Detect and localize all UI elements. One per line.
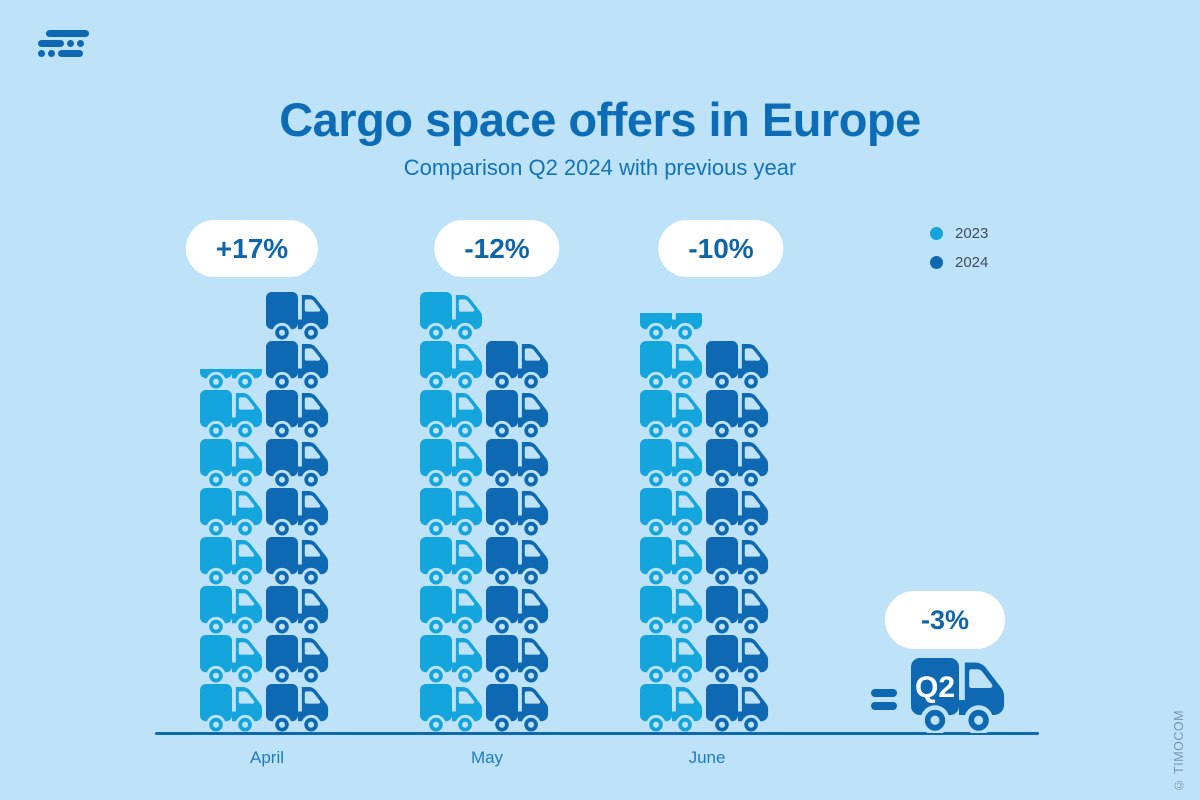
truck-icon [200, 390, 264, 441]
stack-2023-june [640, 313, 704, 735]
truck-icon [706, 684, 770, 735]
legend-item-2023: 2023 [930, 225, 988, 242]
truck-icon [266, 537, 330, 588]
truck-icon [706, 341, 770, 392]
logo-bar [58, 50, 83, 57]
stack-2024-may [486, 341, 550, 735]
truck-icon [266, 390, 330, 441]
truck-icon [266, 292, 330, 343]
truck-icon [420, 292, 484, 343]
truck-icon [640, 537, 704, 588]
stack-2024-june [706, 341, 770, 735]
truck-icon [266, 341, 330, 392]
stack-2023-may [420, 292, 484, 735]
truck-icon [420, 537, 484, 588]
logo-dot [48, 50, 55, 57]
change-badge-april: +17% [185, 220, 319, 277]
timocom-logo-icon [38, 30, 90, 58]
legend-label: 2024 [955, 254, 989, 271]
truck-icon [200, 684, 264, 735]
truck-icon [486, 488, 550, 539]
equals-bar [871, 702, 897, 710]
q2-total-badge: -3% [885, 591, 1005, 649]
truck-icon [706, 439, 770, 490]
truck-icon [420, 586, 484, 637]
truck-icon [486, 635, 550, 686]
truck-icon [706, 635, 770, 686]
truck-icon [640, 586, 704, 637]
truck-icon [706, 488, 770, 539]
truck-icon [486, 390, 550, 441]
logo-bar [38, 40, 64, 47]
truck-icon [266, 684, 330, 735]
change-badge-may: -12% [434, 220, 560, 277]
legend: 2023 2024 [930, 225, 988, 271]
copyright-note: © TIMOCOM [1172, 709, 1186, 792]
truck-icon [420, 390, 484, 441]
truck-icon [200, 439, 264, 490]
logo-dot [77, 40, 84, 47]
logo-dot [38, 50, 45, 57]
truck-icon [486, 439, 550, 490]
truck-icon [640, 439, 704, 490]
stack-2023-april [200, 369, 264, 735]
truck-icon [420, 488, 484, 539]
stack-2024-april [266, 292, 330, 735]
truck-icon [420, 439, 484, 490]
truck-icon [706, 586, 770, 637]
q2-truck-icon: Q2 [911, 658, 1007, 736]
baseline-axis [155, 732, 1039, 735]
equals-icon [871, 689, 897, 710]
equals-bar [871, 689, 897, 697]
truck-icon [640, 488, 704, 539]
truck-icon [266, 439, 330, 490]
legend-label: 2023 [955, 225, 989, 242]
change-badge-june: -10% [658, 220, 784, 277]
truck-icon [266, 635, 330, 686]
truck-icon [200, 537, 264, 588]
legend-dot-2023 [930, 227, 943, 240]
truck-icon [706, 537, 770, 588]
truck-icon [420, 635, 484, 686]
logo-dot [67, 40, 74, 47]
truck-icon [486, 684, 550, 735]
truck-icon [266, 586, 330, 637]
truck-icon [420, 341, 484, 392]
truck-icon [640, 341, 704, 392]
month-label-june: June [688, 748, 726, 767]
truck-icon [640, 684, 704, 735]
truck-icon [640, 635, 704, 686]
legend-dot-2024 [930, 256, 943, 269]
truck-icon [200, 586, 264, 637]
truck-icon [486, 341, 550, 392]
page-subtitle: Comparison Q2 2024 with previous year [403, 155, 797, 180]
truck-icon [706, 390, 770, 441]
truck-icon-partial [640, 313, 704, 341]
truck-icon [200, 635, 264, 686]
truck-icon [266, 488, 330, 539]
truck-icon [640, 390, 704, 441]
logo-bar [46, 30, 89, 37]
month-label-april: April [249, 748, 285, 767]
q2-truck-label: Q2 [914, 671, 956, 704]
page-title: Cargo space offers in Europe [279, 93, 921, 146]
truck-icon [486, 586, 550, 637]
legend-item-2024: 2024 [930, 254, 988, 271]
month-label-may: May [470, 748, 504, 767]
truck-icon [486, 537, 550, 588]
truck-icon-partial [200, 369, 264, 390]
truck-icon [200, 488, 264, 539]
truck-icon [420, 684, 484, 735]
